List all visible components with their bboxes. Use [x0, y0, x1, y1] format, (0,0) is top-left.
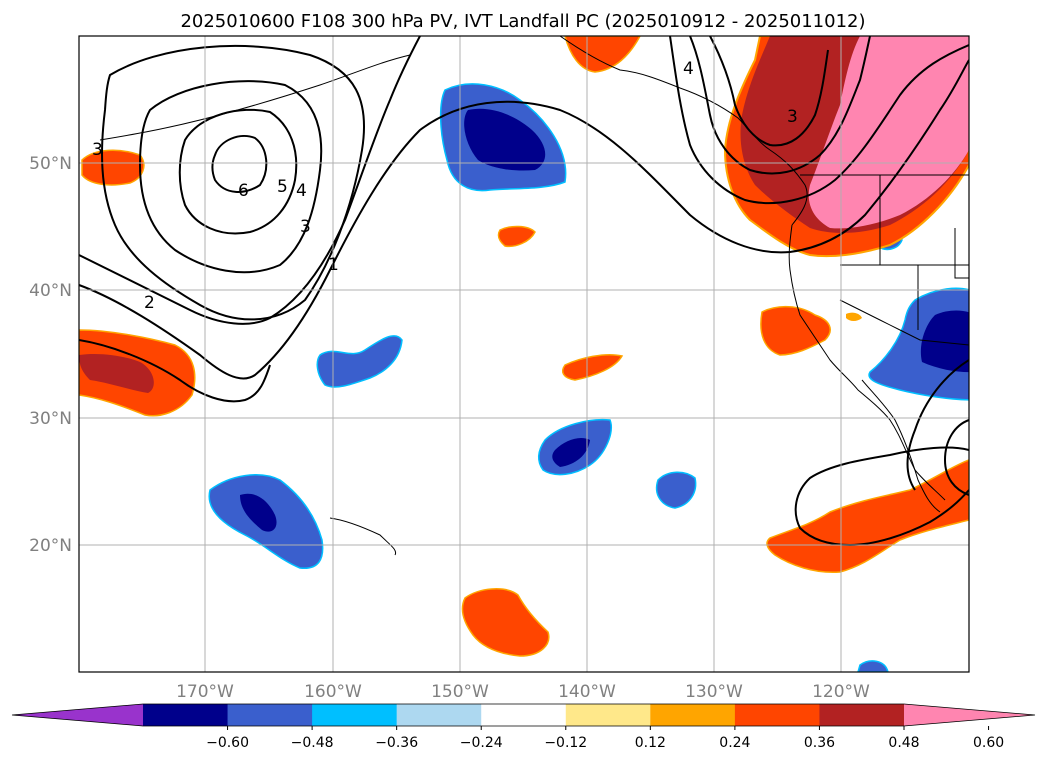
anomaly-blob-south-edge — [857, 660, 889, 672]
contour-2-east — [669, 36, 969, 204]
latitude-labels: 50°N 40°N 30°N 20°N — [29, 154, 72, 556]
contour-4-east — [709, 36, 829, 147]
contour-subtropical-3 — [906, 359, 969, 491]
colorbar-segment — [481, 704, 567, 726]
colorbar-segment — [650, 704, 736, 726]
colorbar-segment — [227, 704, 313, 726]
contour-3-west — [101, 44, 366, 321]
colorbar-segment — [312, 704, 398, 726]
colorbar-tick-label: −0.36 — [375, 735, 418, 751]
anomaly-blob-small-coast — [846, 312, 862, 321]
colorbar-tick-label: −0.60 — [206, 735, 249, 751]
contour-1 — [79, 59, 969, 380]
colorbar-outline — [11, 703, 1036, 727]
contour-5 — [178, 108, 298, 235]
contour-4 — [138, 80, 323, 274]
map-area: 3 6 5 4 3 1 2 3 4 — [79, 36, 969, 672]
anomaly-core-gulf-alaska — [464, 108, 546, 171]
lat-label: 50°N — [29, 154, 72, 174]
contour-label: 6 — [238, 181, 249, 201]
anomaly-blob-subtropical-jet — [766, 459, 969, 574]
anomaly-core-west-subtropics — [240, 493, 277, 532]
anomaly-blob-subtropics — [562, 353, 624, 381]
contour-label: 3 — [300, 217, 311, 237]
anomaly-blob-offshore-california — [760, 306, 831, 356]
lon-label: 160°W — [304, 682, 362, 702]
border-state-4 — [954, 228, 969, 279]
anomaly-blob-small-mid — [497, 225, 536, 248]
lat-label: 30°N — [29, 409, 72, 429]
lon-label: 130°W — [685, 682, 743, 702]
lon-label: 140°W — [558, 682, 616, 702]
colorbar-tick-label: 0.36 — [804, 735, 835, 751]
contour-label: 1 — [328, 255, 339, 275]
contour-label: 3 — [787, 107, 798, 127]
colorbar-segment — [734, 704, 820, 726]
contour-6 — [211, 135, 268, 193]
graticule — [79, 36, 969, 672]
contour-label-group: 3 6 5 4 3 1 2 3 4 — [92, 59, 798, 313]
border-us-mexico — [839, 299, 969, 346]
contour-subtropical — [794, 446, 969, 547]
anomaly-core-central-pacific — [552, 438, 590, 467]
colorbar-tick-label: −0.12 — [544, 735, 587, 751]
contour-3-east — [689, 36, 871, 175]
contour-subtropical-2 — [943, 419, 969, 496]
contour-trough-lower — [79, 339, 271, 403]
anomaly-blob-tropical-south — [461, 588, 550, 657]
contour-lines — [79, 36, 969, 547]
contour-label: 3 — [92, 140, 103, 160]
contour-label: 4 — [683, 59, 694, 79]
contour-label: 4 — [296, 181, 307, 201]
coastline-aleutian-chain — [99, 54, 411, 141]
coastlines — [99, 36, 969, 556]
map-frame — [78, 35, 970, 673]
coastline-alaska-aleutians — [559, 36, 808, 226]
colorbar-segment — [396, 704, 482, 726]
colorbar-segment — [143, 704, 229, 726]
colorbar: −0.60 −0.48 −0.36 −0.24 −0.12 0.12 0.24 0.36 0.4… — [11, 703, 1036, 751]
anomaly-red-far-west — [79, 353, 154, 393]
contour-label: 5 — [277, 177, 288, 197]
longitude-labels: 170°W 160°W 150°W 140°W 130°W 120°W — [176, 682, 870, 702]
colorbar-tick-label: −0.24 — [460, 735, 503, 751]
lon-label: 120°W — [812, 682, 870, 702]
coastline-hawaii — [329, 517, 397, 556]
lon-label: 150°W — [431, 682, 489, 702]
colorbar-tick-label: 0.12 — [635, 735, 666, 751]
colorbar-extend-low — [12, 704, 143, 726]
colorbar-extend-high — [904, 704, 1035, 726]
coastline-west-coast — [788, 224, 946, 501]
contour-label: 2 — [144, 293, 155, 313]
colorbar-tick-label: 0.60 — [973, 735, 1004, 751]
contour-2 — [79, 36, 421, 325]
colorbar-tick-label: 0.48 — [888, 735, 919, 751]
colorbar-tick-label: 0.24 — [719, 735, 750, 751]
anomaly-core-socal — [920, 310, 969, 373]
anomaly-blob-mid-pacific — [316, 335, 403, 388]
colorbar-segment — [565, 704, 651, 726]
anomaly-pink-northeast — [808, 36, 969, 229]
lat-label: 20°N — [29, 536, 72, 556]
anomaly-blob-far-west-north — [81, 149, 145, 186]
colorbar-tick-label: −0.48 — [291, 735, 334, 751]
anomaly-blob-small-tropics — [655, 471, 697, 509]
figure-title: 2025010600 F108 300 hPa PV, IVT Landfall… — [180, 11, 865, 32]
lat-label: 40°N — [29, 281, 72, 301]
anomaly-blob-alaska-top — [564, 36, 641, 73]
colorbar-segment — [819, 704, 905, 726]
lon-label: 170°W — [176, 682, 234, 702]
